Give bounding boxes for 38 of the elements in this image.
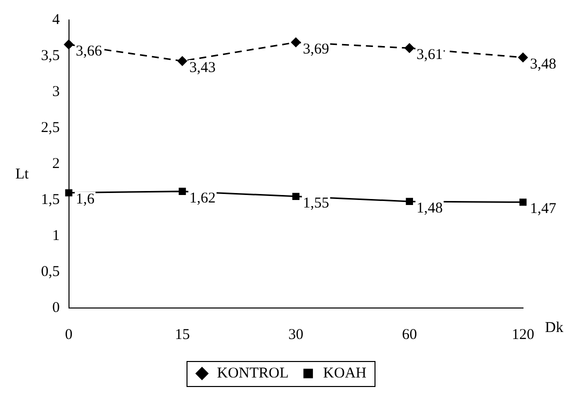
point	[292, 192, 300, 200]
y-tick-label: 1,5	[41, 192, 60, 208]
y-tick-label: 4	[52, 12, 60, 28]
y-axis-title: Lt	[15, 166, 30, 183]
data-label: 1,47	[530, 201, 557, 218]
x-tick-label: 15	[174, 326, 190, 343]
legend-label: KONTROL	[217, 365, 289, 382]
point	[519, 198, 527, 206]
y-tick-label: 3	[52, 84, 60, 100]
point	[178, 188, 186, 195]
data-label: 3,61	[416, 47, 443, 64]
data-label: 1,62	[189, 190, 216, 206]
x-tick-label: 30	[288, 326, 304, 343]
x-axis-title: Dk	[545, 320, 564, 336]
point	[65, 189, 72, 196]
point	[404, 43, 414, 53]
x-tick-label: 0	[65, 326, 72, 343]
data-label: 3,43	[189, 60, 216, 76]
y-tick-label: 2	[52, 156, 60, 172]
y-tick-label: 3,5	[41, 48, 60, 64]
point	[518, 52, 528, 62]
data-label: 3,48	[530, 56, 556, 72]
y-tick-label: 0	[52, 300, 60, 316]
data-label: 3,69	[302, 41, 330, 58]
x-tick-label: 120	[512, 326, 534, 343]
point	[406, 198, 414, 206]
x-tick-label: 60	[402, 326, 417, 343]
y-tick-label: 1	[52, 228, 60, 244]
point	[291, 38, 301, 48]
data-label: 1,55	[302, 195, 330, 212]
data-label: 1,6	[76, 192, 95, 208]
y-tick-label: 2,5	[41, 120, 60, 136]
y-tick-label: 0,5	[41, 264, 60, 280]
point	[64, 40, 74, 50]
legend-label: KOAH	[323, 365, 367, 382]
point	[178, 56, 188, 66]
data-label: 1,48	[416, 200, 443, 216]
data-label: 3,66	[76, 43, 102, 60]
